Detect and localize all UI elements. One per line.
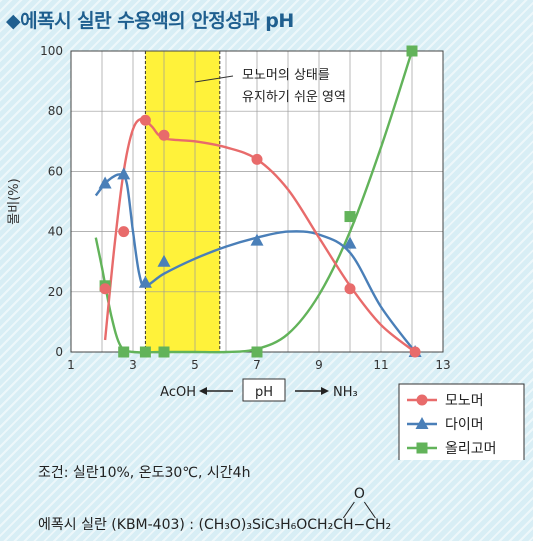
arrow-left-head [199,387,207,395]
data-point-square [139,346,151,358]
y-tick-label: 0 [55,345,63,359]
data-point-triangle [117,167,131,180]
data-point-triangle [138,275,152,288]
silane-formula-line: 에폭시 실란 (KBM-403) : (CH₃O)₃SiC₃H₆OCH₂CH−C… [38,514,391,534]
page-title: ◆에폭시 실란 수용액의 안정성과 pH [6,10,294,32]
data-point-circle [251,153,263,165]
data-point-square [344,211,356,223]
legend-marker-1 [415,417,429,429]
x-tick-label: 11 [373,358,388,372]
silane-label: 에폭시 실란 (KBM-403) : [38,517,195,533]
epoxy-oxygen: O [354,486,365,502]
y-tick-label: 40 [48,225,63,239]
stable-region [145,51,220,352]
data-point-square [158,346,170,358]
data-point-triangle [250,233,264,246]
annotation-line-2: 유지하기 쉬운 영역 [242,90,346,105]
x-tick-label: 9 [315,358,323,372]
data-point-circle [158,129,170,141]
data-point-triangle [157,254,171,267]
ph-label: pH [255,385,273,400]
x-tick-label: 13 [435,358,450,372]
y-tick-label: 100 [40,44,63,58]
y-axis-label: 몰비(%) [7,178,22,224]
data-point-square [118,346,130,358]
data-point-square [251,346,263,358]
direction-left-label: AcOH [160,385,196,400]
legend-label-2: 올리고머 [445,441,497,457]
annotation-leader [194,75,234,83]
y-tick-label: 80 [48,104,63,118]
data-point-triangle [343,236,357,249]
legend-label-1: 다이머 [445,417,484,433]
x-tick-label: 3 [129,358,137,372]
legend-marker-0 [416,394,428,406]
x-tick-label: 5 [191,358,199,372]
arrow-right-head [321,387,329,395]
x-tick-label: 1 [67,358,75,372]
data-point-circle [139,114,151,126]
data-point-square [406,45,418,57]
data-point-triangle [98,176,112,189]
y-tick-label: 60 [48,164,63,178]
legend-label-0: 모노머 [445,393,484,409]
annotation-line-1: 모노머의 상태를 [242,68,330,83]
data-point-circle [118,226,130,238]
y-tick-label: 20 [48,285,63,299]
data-point-circle [344,283,356,295]
condition-text: 조건: 실란10%, 온도30℃, 시간4h [38,465,251,481]
x-tick-label: 7 [253,358,261,372]
silane-formula: (CH₃O)₃SiC₃H₆OCH₂CH−CH₂ [198,517,392,533]
direction-right-label: NH₃ [333,385,358,400]
legend-marker-2 [416,442,428,454]
data-point-circle [409,346,421,358]
data-point-circle [99,283,111,295]
ph-box [242,378,286,402]
